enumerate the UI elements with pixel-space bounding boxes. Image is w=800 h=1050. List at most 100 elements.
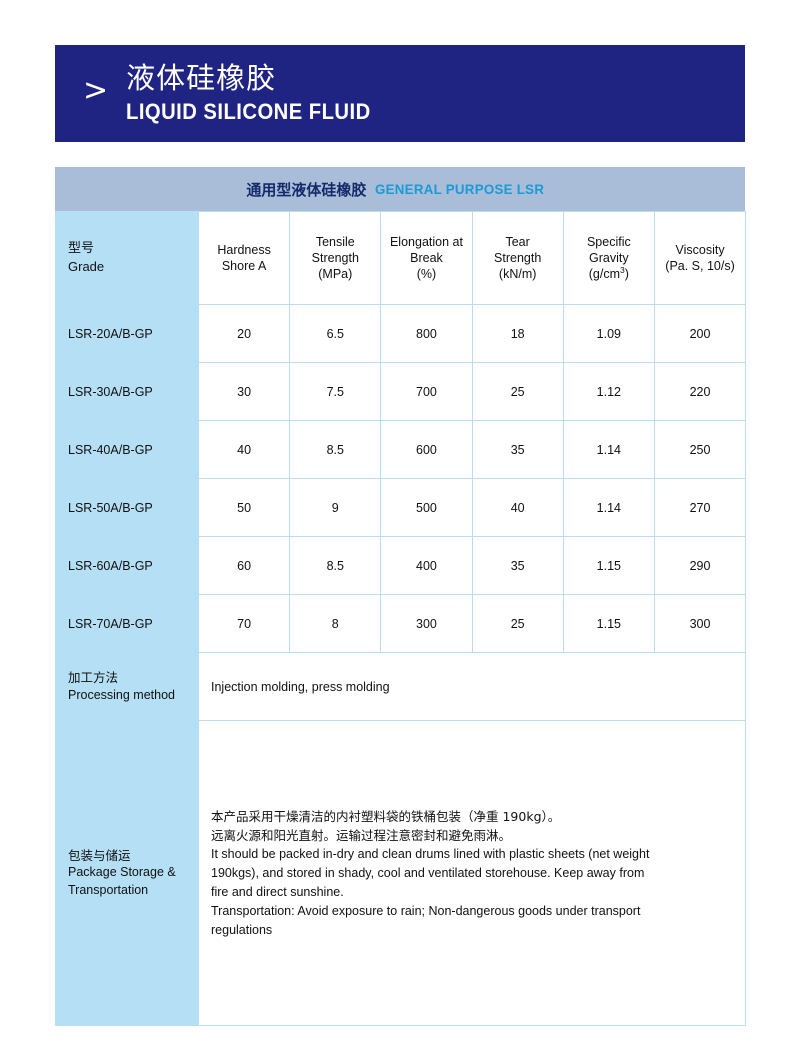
cell-tensile: 8.5 (289, 536, 382, 595)
table-row: LSR-70A/B-GP 70 8 300 25 1.15 300 (55, 594, 747, 653)
header-tear-line1: Tear (505, 234, 530, 249)
cell-gravity: 1.14 (562, 478, 655, 537)
table-row: LSR-40A/B-GP 40 8.5 600 35 1.14 250 (55, 420, 747, 479)
header-gravity-unit-post: ) (624, 267, 629, 282)
package-label-cn: 包装与储运 (68, 847, 131, 863)
cell-gravity: 1.14 (562, 420, 655, 479)
package-text-en-line1: It should be packed in-dry and clean dru… (211, 846, 650, 861)
package-text-cn-line1: 本产品采用干燥清洁的内衬塑料袋的铁桶包装（净重 190kg）。 (211, 808, 561, 824)
header-gravity-line3: (g/cm3) (567, 266, 651, 282)
cell-elongation: 700 (380, 362, 473, 421)
page-banner: > 液体硅橡胶 LIQUID SILICONE FLUID (55, 45, 745, 142)
package-label-en-line1: Package Storage & (68, 865, 176, 880)
cell-grade: LSR-20A/B-GP (55, 304, 199, 363)
header-tensile-line3: (MPa) (318, 267, 353, 282)
banner-title-en: LIQUID SILICONE FLUID (126, 98, 371, 124)
header-tensile-line1: Tensile (315, 234, 355, 249)
cell-elongation: 300 (380, 594, 473, 653)
header-gravity-line1: Specific (586, 234, 631, 249)
cell-gravity: 1.15 (562, 594, 655, 653)
cell-tensile: 8 (289, 594, 382, 653)
cell-viscosity: 300 (653, 594, 747, 653)
processing-label-en: Processing method (68, 687, 176, 702)
cell-hardness: 20 (197, 304, 291, 363)
cell-viscosity: 250 (653, 420, 747, 479)
table-row: LSR-50A/B-GP 50 9 500 40 1.14 270 (55, 478, 747, 537)
cell-tear: 25 (471, 594, 564, 653)
table-row: LSR-60A/B-GP 60 8.5 400 35 1.15 290 (55, 536, 747, 595)
package-text-en-line3: fire and direct sunshine. (211, 884, 344, 899)
banner-text-block: 液体硅橡胶 LIQUID SILICONE FLUID (126, 61, 392, 126)
cell-gravity: 1.12 (562, 362, 655, 421)
processing-method-row: 加工方法 Processing method Injection molding… (55, 652, 747, 721)
table-row: LSR-30A/B-GP 30 7.5 700 25 1.12 220 (55, 362, 747, 421)
header-hardness-line1: Hardness (217, 242, 271, 257)
processing-label-cn: 加工方法 (68, 670, 119, 685)
package-storage-text: 本产品采用干燥清洁的内衬塑料袋的铁桶包装（净重 190kg）。 远离火源和阳光直… (211, 807, 731, 940)
cell-hardness: 70 (197, 594, 291, 653)
package-text-cn-line2: 远离火源和阳光直射。运输过程注意密封和避免雨淋。 (211, 827, 512, 843)
header-cell-tensile-strength: Tensile Strength (MPa) (289, 211, 382, 305)
cell-viscosity: 220 (653, 362, 747, 421)
header-viscosity-line1: Viscosity (675, 242, 725, 257)
header-elongation-line2: Break (410, 250, 443, 265)
cell-elongation: 600 (380, 420, 473, 479)
section-subtitle-bar: 通用型液体硅橡胶 GENERAL PURPOSE LSR (55, 167, 745, 211)
cell-elongation: 500 (380, 478, 473, 537)
cell-grade: LSR-60A/B-GP (55, 536, 199, 595)
subtitle-cn: 通用型液体硅橡胶 (246, 180, 367, 199)
package-storage-row: 包装与储运 Package Storage & Transportation 本… (55, 720, 747, 1026)
cell-tensile: 8.5 (289, 420, 382, 479)
chevron-right-icon: > (83, 72, 109, 108)
header-viscosity-line2: (Pa. S, 10/s) (665, 259, 735, 273)
header-elongation-line1: Elongation at (389, 234, 463, 249)
cell-grade: LSR-50A/B-GP (55, 478, 199, 537)
header-cell-grade: 型号 Grade (55, 211, 199, 305)
cell-tensile: 9 (289, 478, 382, 537)
header-cell-hardness: Hardness Shore A (197, 211, 291, 305)
package-storage-value: 本产品采用干燥清洁的内衬塑料袋的铁桶包装（净重 190kg）。 远离火源和阳光直… (197, 720, 747, 1026)
cell-hardness: 50 (197, 478, 291, 537)
header-tear-line3: (kN/m) (498, 267, 537, 282)
package-text-en-line4: Transportation: Avoid exposure to rain; … (211, 903, 641, 918)
cell-viscosity: 290 (653, 536, 747, 595)
processing-method-value: Injection molding, press molding (197, 652, 747, 721)
header-cell-elongation: Elongation at Break (%) (380, 211, 473, 305)
cell-viscosity: 270 (653, 478, 747, 537)
cell-tear: 25 (471, 362, 564, 421)
cell-hardness: 40 (197, 420, 291, 479)
cell-tensile: 7.5 (289, 362, 382, 421)
cell-tear: 35 (471, 420, 564, 479)
cell-elongation: 800 (380, 304, 473, 363)
cell-grade: LSR-30A/B-GP (55, 362, 199, 421)
cell-grade: LSR-40A/B-GP (55, 420, 199, 479)
cell-hardness: 30 (197, 362, 291, 421)
header-grade-cn: 型号 (68, 241, 95, 257)
cell-tensile: 6.5 (289, 304, 382, 363)
header-cell-viscosity: Viscosity (Pa. S, 10/s) (653, 211, 747, 305)
header-elongation-line3: (%) (416, 267, 437, 282)
package-text-en-line2: 190kgs), and stored in shady, cool and v… (211, 865, 645, 880)
cell-tear: 40 (471, 478, 564, 537)
package-text-en-line5: regulations (211, 922, 273, 937)
specification-table: 型号 Grade Hardness Shore A Tensile Streng… (55, 211, 747, 1026)
table-row: LSR-20A/B-GP 20 6.5 800 18 1.09 200 (55, 304, 747, 363)
header-hardness-line2: Shore A (221, 259, 267, 273)
package-storage-label: 包装与储运 Package Storage & Transportation (55, 720, 199, 1026)
package-label-en-line2: Transportation (68, 882, 149, 897)
cell-elongation: 400 (380, 536, 473, 595)
header-cell-tear-strength: Tear Strength (kN/m) (471, 211, 564, 305)
cell-gravity: 1.09 (562, 304, 655, 363)
processing-method-label: 加工方法 Processing method (55, 652, 199, 721)
header-tensile-line2: Strength (311, 250, 359, 265)
header-gravity-unit-pre: (g/cm (588, 267, 621, 282)
cell-tear: 18 (471, 304, 564, 363)
header-grade-en: Grade (68, 259, 105, 274)
cell-gravity: 1.15 (562, 536, 655, 595)
header-tear-line2: Strength (494, 250, 542, 265)
header-cell-specific-gravity: Specific Gravity (g/cm3) (562, 211, 655, 305)
subtitle-en: GENERAL PURPOSE LSR (375, 181, 545, 197)
cell-hardness: 60 (197, 536, 291, 595)
table-header-row: 型号 Grade Hardness Shore A Tensile Streng… (55, 211, 747, 305)
